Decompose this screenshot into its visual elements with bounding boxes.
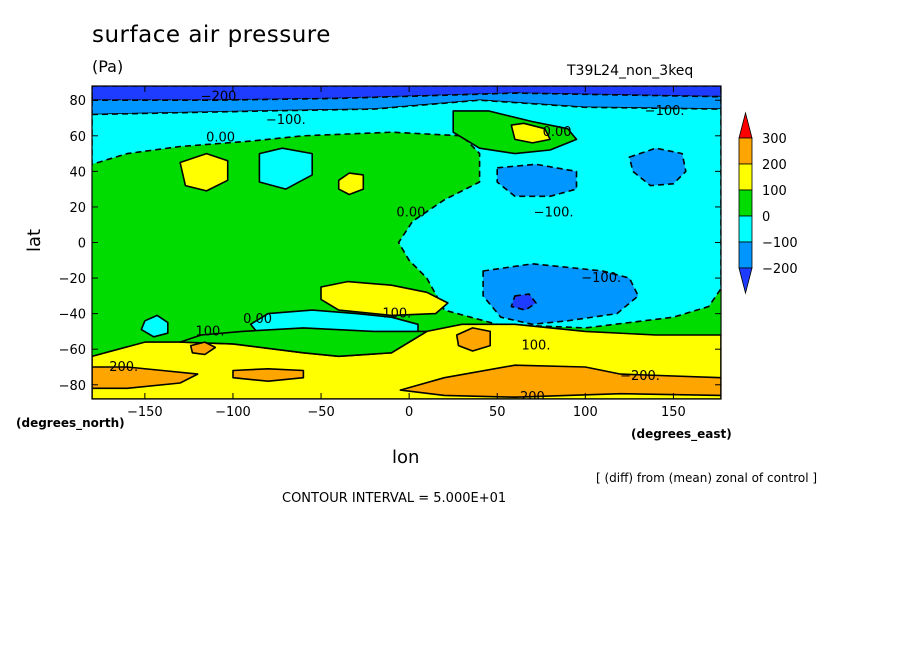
- y-tick-label: 0: [78, 237, 86, 252]
- contour-region-14: [140, 314, 169, 338]
- colorbar-label: 200: [762, 158, 787, 173]
- x-tick-label: 150: [661, 405, 686, 420]
- colorbar-bin: [738, 163, 753, 191]
- contour-region-1: [92, 92, 721, 116]
- colorbar-label: −100: [762, 236, 798, 251]
- y-tick-label: 40: [69, 165, 86, 180]
- contour-region-7: [628, 147, 687, 187]
- contour-label-9: 100.: [196, 324, 225, 339]
- x-axis: −150 −100 −50 0 50 100 150: [127, 86, 686, 420]
- contour-region-21: [455, 327, 492, 352]
- x-tick-label: 50: [489, 405, 506, 420]
- x-axis-units: (degrees_east): [631, 427, 732, 441]
- run-label: T39L24_non_3keq: [567, 63, 694, 79]
- x-axis-label: lon: [392, 447, 420, 468]
- y-axis-label: lat: [24, 228, 45, 252]
- y-tick-label: −40: [59, 308, 86, 323]
- contour-region-10: [179, 152, 229, 192]
- y-tick-label: 60: [69, 130, 86, 145]
- contour-region-5: [258, 147, 314, 190]
- x-tick-label: 0: [405, 405, 413, 420]
- contour-region-20: [189, 341, 217, 356]
- contour-label-6: 0.00: [396, 205, 425, 220]
- contour-label-4: −100.: [645, 104, 685, 119]
- contour-region-18: [232, 367, 305, 383]
- contour-label-13: −200.: [620, 369, 660, 384]
- contour-label-10: 100.: [382, 307, 411, 322]
- contour-label-7: −100.: [581, 271, 621, 286]
- contour-label-12: 200.: [109, 360, 138, 375]
- y-tick-label: 20: [69, 201, 86, 216]
- y-axis-units: (degrees_north): [16, 416, 125, 430]
- x-tick-label: −100: [215, 405, 251, 420]
- y-tick-label: 80: [69, 94, 86, 109]
- colorbar-label: 100: [762, 184, 787, 199]
- contour-labels: −200. −100. 0.00 0.00 −100. −100. 0.00 −100. 0.0…: [109, 90, 685, 405]
- colorbar-arrow-top: [738, 111, 753, 139]
- contour-region-12: [320, 280, 449, 317]
- y-axis: 80 60 40 20 0 −20 −40 −60 −80: [59, 94, 721, 394]
- chart-units: (Pa): [92, 57, 124, 76]
- contour-region-19: [399, 364, 721, 399]
- contour-interval-label: CONTOUR INTERVAL = 5.000E+01: [282, 491, 507, 506]
- colorbar-label: 300: [762, 132, 787, 147]
- contour-label-1: −100.: [266, 113, 306, 128]
- contour-label-3: 0.00: [543, 125, 572, 140]
- y-tick-label: −80: [59, 379, 86, 394]
- colorbar-bin: [738, 241, 753, 269]
- x-tick-label: −50: [307, 405, 334, 420]
- chart-title: surface air pressure: [92, 22, 331, 48]
- contour-region-4: [510, 122, 551, 144]
- colorbar-label: −200: [762, 262, 798, 277]
- colorbar-label: 0: [762, 210, 770, 225]
- contour-region-11: [337, 172, 365, 196]
- y-tick-label: −20: [59, 272, 86, 287]
- contour-label-0: −200.: [201, 90, 241, 105]
- contour-region-6: [496, 163, 578, 198]
- x-tick-label: −150: [127, 405, 163, 420]
- colorbar-arrow-bottom: [738, 267, 753, 295]
- contour-region-16: [179, 327, 428, 358]
- contour-label-8: 0.00: [243, 312, 272, 327]
- colorbar-bin: [738, 189, 753, 217]
- contour-regions: [92, 86, 721, 399]
- y-tick-label: −60: [59, 343, 86, 358]
- annotation-note: [ (diff) from (mean) zonal of control ]: [596, 471, 818, 485]
- colorbar-bin: [738, 137, 753, 165]
- colorbar-bin: [738, 215, 753, 243]
- contour-region-17: [92, 366, 199, 390]
- x-tick-label: 100: [573, 405, 598, 420]
- contour-label-2: 0.00: [206, 131, 235, 146]
- contour-label-14: −200.: [509, 390, 549, 405]
- plot-area: −200. −100. 0.00 0.00 −100. −100. 0.00 −100. 0.0…: [92, 86, 721, 405]
- contour-label-5: −100.: [534, 205, 574, 220]
- colorbar: 300 200 100 0 −100 −200: [738, 111, 798, 295]
- contour-region-9: [510, 293, 537, 311]
- contour-label-11: 100.: [522, 339, 551, 354]
